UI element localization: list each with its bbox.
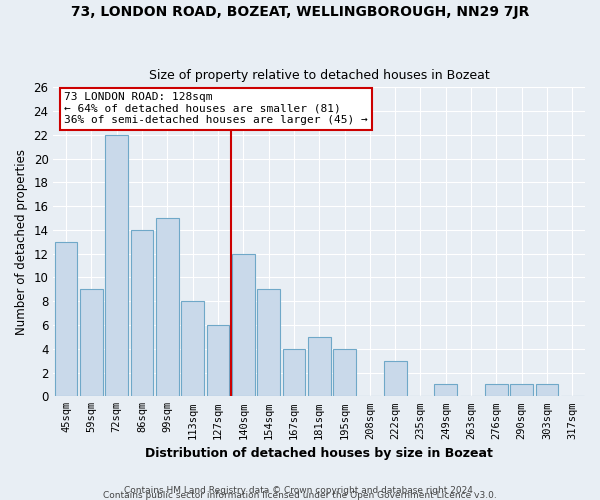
Bar bbox=[206, 325, 229, 396]
Bar bbox=[283, 349, 305, 397]
Bar bbox=[511, 384, 533, 396]
Text: Contains public sector information licensed under the Open Government Licence v3: Contains public sector information licen… bbox=[103, 491, 497, 500]
Y-axis label: Number of detached properties: Number of detached properties bbox=[15, 149, 28, 335]
Bar bbox=[181, 301, 204, 396]
Bar bbox=[55, 242, 77, 396]
Text: Contains HM Land Registry data © Crown copyright and database right 2024.: Contains HM Land Registry data © Crown c… bbox=[124, 486, 476, 495]
Bar bbox=[257, 290, 280, 397]
Bar bbox=[333, 349, 356, 397]
Bar bbox=[232, 254, 254, 396]
Bar bbox=[384, 360, 407, 396]
X-axis label: Distribution of detached houses by size in Bozeat: Distribution of detached houses by size … bbox=[145, 447, 493, 460]
Bar bbox=[536, 384, 559, 396]
Bar bbox=[485, 384, 508, 396]
Bar bbox=[434, 384, 457, 396]
Bar bbox=[80, 290, 103, 397]
Text: 73, LONDON ROAD, BOZEAT, WELLINGBOROUGH, NN29 7JR: 73, LONDON ROAD, BOZEAT, WELLINGBOROUGH,… bbox=[71, 5, 529, 19]
Bar bbox=[156, 218, 179, 396]
Bar bbox=[106, 135, 128, 396]
Text: 73 LONDON ROAD: 128sqm
← 64% of detached houses are smaller (81)
36% of semi-det: 73 LONDON ROAD: 128sqm ← 64% of detached… bbox=[64, 92, 368, 125]
Bar bbox=[308, 337, 331, 396]
Bar bbox=[131, 230, 154, 396]
Title: Size of property relative to detached houses in Bozeat: Size of property relative to detached ho… bbox=[149, 69, 490, 82]
